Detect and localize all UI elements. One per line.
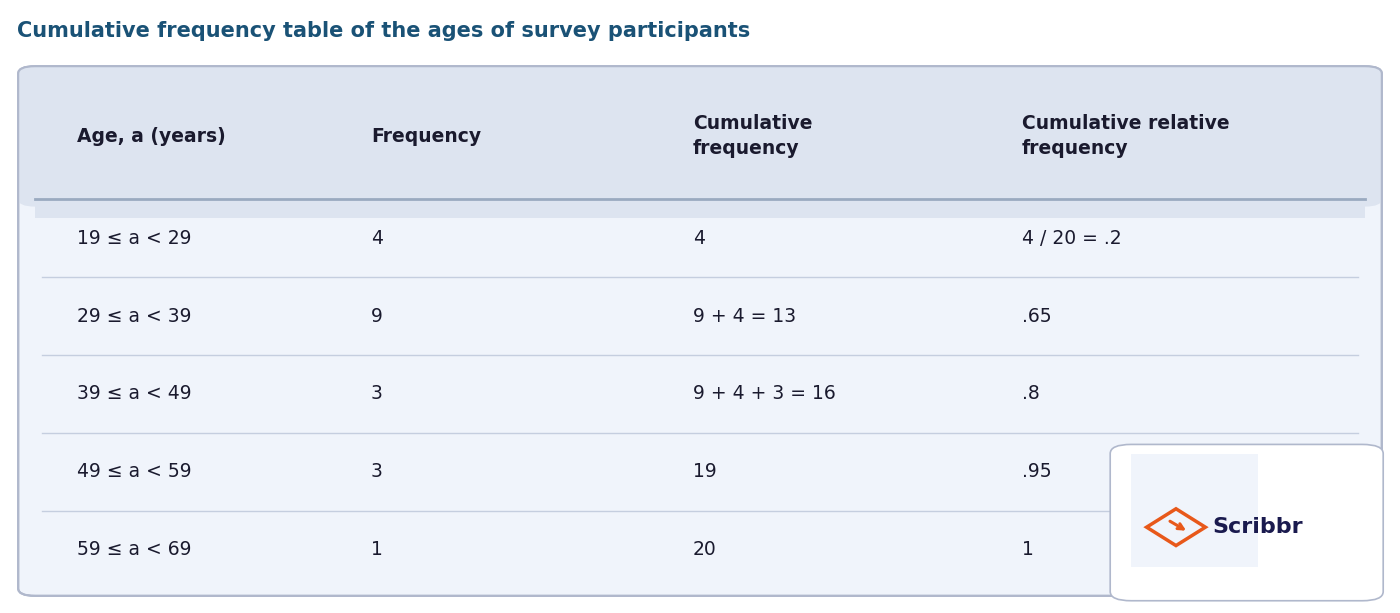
Text: 20: 20 xyxy=(693,540,717,559)
Text: 49 ≤ a < 59: 49 ≤ a < 59 xyxy=(77,462,192,481)
Text: 1: 1 xyxy=(1022,540,1033,559)
FancyBboxPatch shape xyxy=(18,66,1382,207)
Bar xyxy=(1131,454,1259,567)
Text: Age, a (years): Age, a (years) xyxy=(77,127,225,146)
Text: 3: 3 xyxy=(371,462,382,481)
Text: 19 ≤ a < 29: 19 ≤ a < 29 xyxy=(77,229,192,248)
Text: 3: 3 xyxy=(371,384,382,403)
Text: 4 / 20 = .2: 4 / 20 = .2 xyxy=(1022,229,1121,248)
Text: 4: 4 xyxy=(693,229,706,248)
Text: 9 + 4 = 13: 9 + 4 = 13 xyxy=(693,306,797,326)
Text: Scribbr: Scribbr xyxy=(1212,517,1303,537)
Text: Cumulative relative
frequency: Cumulative relative frequency xyxy=(1022,115,1229,158)
Text: Cumulative frequency table of the ages of survey participants: Cumulative frequency table of the ages o… xyxy=(17,21,750,42)
Text: Cumulative
frequency: Cumulative frequency xyxy=(693,115,812,158)
Text: 39 ≤ a < 49: 39 ≤ a < 49 xyxy=(77,384,192,403)
FancyBboxPatch shape xyxy=(35,193,1365,218)
Text: 4: 4 xyxy=(371,229,384,248)
Text: 59 ≤ a < 69: 59 ≤ a < 69 xyxy=(77,540,192,559)
FancyBboxPatch shape xyxy=(18,66,1382,596)
Text: 9: 9 xyxy=(371,306,382,326)
Text: .65: .65 xyxy=(1022,306,1051,326)
FancyBboxPatch shape xyxy=(1110,444,1383,601)
Text: .8: .8 xyxy=(1022,384,1040,403)
Text: 1: 1 xyxy=(371,540,382,559)
Text: Frequency: Frequency xyxy=(371,127,482,146)
Text: .95: .95 xyxy=(1022,462,1051,481)
Text: 9 + 4 + 3 = 16: 9 + 4 + 3 = 16 xyxy=(693,384,836,403)
Text: 29 ≤ a < 39: 29 ≤ a < 39 xyxy=(77,306,192,326)
Text: 19: 19 xyxy=(693,462,717,481)
